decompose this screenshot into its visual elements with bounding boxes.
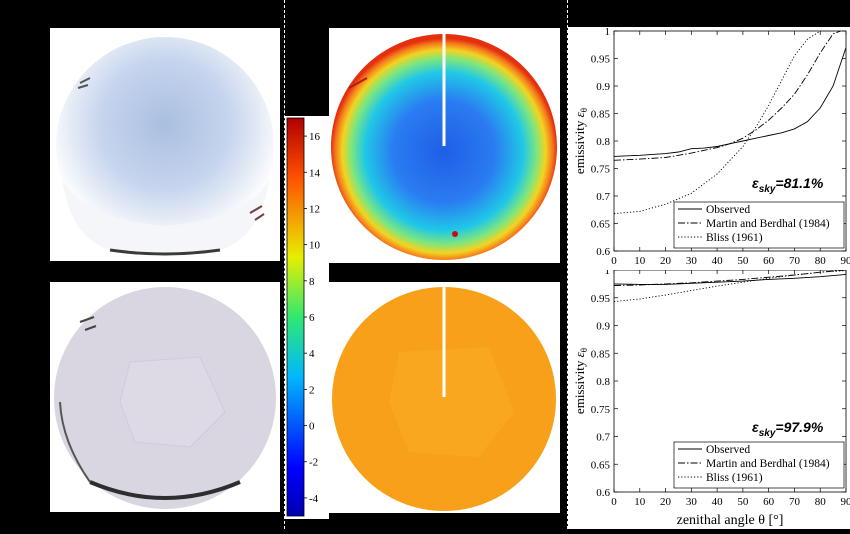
y-axis-label: emissivity εθ [572,348,589,414]
fisheye-photo-clear [50,28,280,261]
x-tick-label: 40 [712,496,724,508]
y-tick-label: 0.6 [596,487,610,499]
y-tick-label: 0.8 [596,136,610,148]
colorbar-tick-label: 10 [309,240,321,252]
x-tick-label: 40 [712,255,724,267]
y-tick-label: 0.95 [591,54,611,66]
temperature-map-clear [329,28,560,263]
legend-label: Martin and Berdhal (1984) [706,218,830,230]
colorbar-tick-label: 14 [309,167,321,179]
colorbar: 16 14 12 10 8 6 4 2 0 -2 -4 [285,116,329,519]
x-axis-label: zenithal angle θ [°] [677,513,784,528]
colorbar-tick-label: 0 [309,421,315,433]
y-tick-label: 0.95 [591,293,611,305]
x-tick-label: 70 [789,255,801,267]
x-tick-label: 30 [686,255,698,267]
x-tick-label: 90 [841,255,850,267]
y-tick-label: 0.75 [591,404,611,416]
colorbar-tick-label: 8 [309,276,315,288]
x-tick-label: 60 [763,496,775,508]
x-tick-label: 0 [611,255,617,267]
temperature-map-overcast [329,282,560,513]
x-tick-label: 20 [660,255,672,267]
y-tick-label: 1 [605,270,611,277]
y-tick-label: 0.7 [596,432,610,444]
fisheye-photo-overcast [50,282,280,512]
y-tick-label: 0.65 [591,219,611,231]
legend-label: Observed [706,444,750,456]
x-tick-label: 80 [815,496,827,508]
x-tick-label: 0 [611,496,617,508]
x-tick-label: 80 [815,255,827,267]
x-tick-label: 10 [634,255,646,267]
colorbar-tick-label: 12 [309,203,320,215]
x-tick-label: 70 [789,496,801,508]
y-tick-label: 0.9 [596,321,610,333]
y-tick-label: 0.75 [591,164,611,176]
y-tick-label: 0.85 [591,348,611,360]
y-tick-label: 0.9 [596,81,610,93]
legend-label: Martin and Berdhal (1984) [706,458,830,470]
legend-label: Bliss (1961) [706,472,763,484]
legend-label: Observed [706,204,750,216]
colorbar-tick-label: 4 [309,348,315,360]
colorbar-tick-label: 2 [309,384,315,396]
y-tick-label: 0.65 [591,459,611,471]
y-tick-label: 0.7 [596,191,610,203]
y-tick-label: 0.6 [596,246,610,258]
x-tick-label: 30 [686,496,698,508]
colorbar-gradient [287,118,304,516]
legend-label: Bliss (1961) [706,232,763,244]
x-tick-label: 10 [634,496,646,508]
y-tick-label: 0.85 [591,109,611,121]
colorbar-tick-label: -4 [309,493,319,505]
x-tick-label: 90 [841,496,850,508]
y-tick-label: 1 [605,27,611,38]
colorbar-tick-label: 16 [309,131,321,143]
x-tick-label: 20 [660,496,672,508]
y-tick-label: 0.8 [596,376,610,388]
colorbar-tick-label: -2 [309,457,318,469]
y-axis-label: emissivity εθ [572,108,589,174]
x-tick-label: 60 [763,255,775,267]
x-tick-label: 50 [737,496,749,508]
x-tick-label: 50 [737,255,749,267]
colorbar-tick-label: 6 [309,312,315,324]
